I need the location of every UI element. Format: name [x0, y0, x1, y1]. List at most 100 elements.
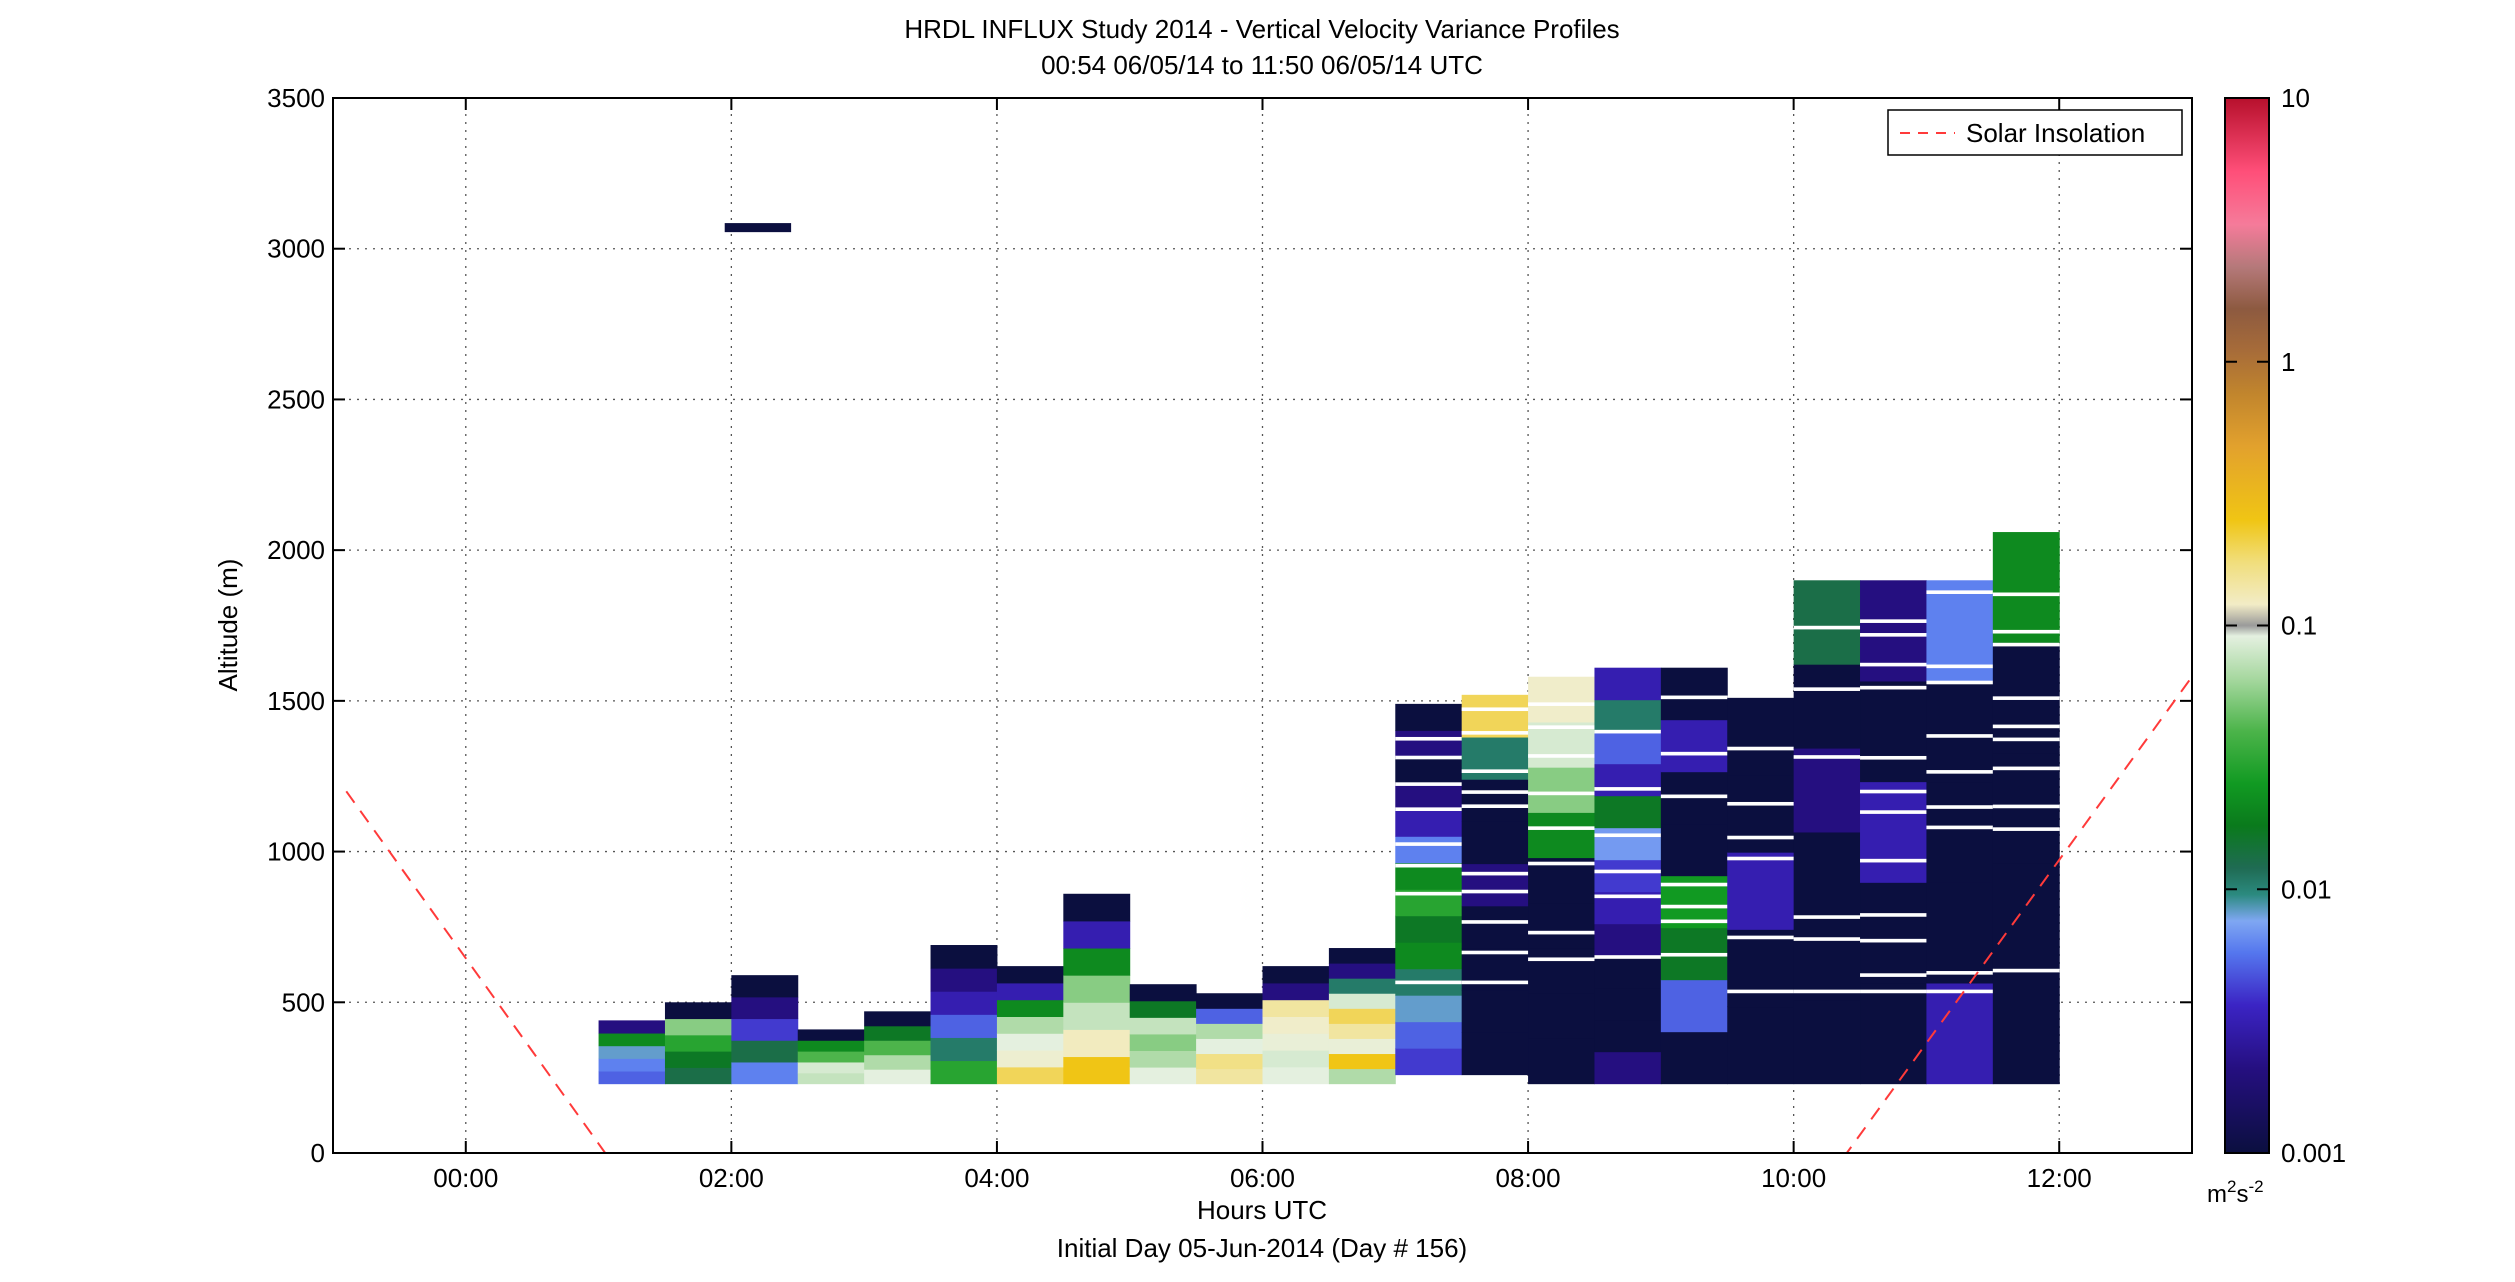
heatmap-gap — [1992, 724, 2060, 729]
heatmap-cell — [598, 1020, 666, 1034]
heatmap-cell — [1129, 1000, 1197, 1018]
heatmap-cell — [1328, 1053, 1396, 1070]
heatmap-gap — [1992, 629, 2060, 634]
heatmap-cell — [1594, 763, 1662, 797]
x-tick-label: 00:00 — [433, 1163, 498, 1193]
heatmap-gap — [1660, 882, 1728, 887]
heatmap-gap — [1727, 835, 1795, 840]
heatmap-cell — [1594, 667, 1662, 701]
heatmap-cell — [1793, 580, 1861, 665]
heatmap-gap — [1860, 913, 1927, 917]
heatmap-cell — [1262, 999, 1330, 1017]
heatmap-cell — [1992, 532, 2060, 643]
heatmap-cell — [598, 1033, 666, 1047]
heatmap-cell — [1129, 1017, 1197, 1035]
heatmap-gap — [1395, 842, 1463, 846]
heatmap-gap — [1461, 920, 1529, 924]
heatmap-cell — [1461, 779, 1529, 822]
heatmap-gap — [1594, 894, 1662, 899]
heatmap-gap — [1926, 989, 1994, 994]
heatmap-gap — [1926, 770, 1994, 774]
heatmap-cell — [1395, 836, 1463, 864]
heatmap-gap — [1727, 801, 1795, 806]
heatmap-cell — [1395, 1048, 1463, 1076]
heatmap-cell — [1992, 973, 2060, 1085]
heatmap-cell — [797, 1051, 865, 1063]
heatmap-cell — [1594, 1019, 1662, 1053]
heatmap-gap — [1528, 725, 1595, 729]
heatmap-cell — [864, 1025, 932, 1041]
heatmap-cell — [1461, 863, 1529, 907]
solar-insolation-line — [345, 676, 2192, 1153]
heatmap-cell — [1727, 852, 1795, 930]
heatmap-cell — [1461, 737, 1529, 780]
heatmap-gap — [1926, 590, 1994, 594]
heatmap-gap — [1860, 685, 1927, 690]
heatmap-gap — [1395, 736, 1463, 741]
heatmap-gap — [1395, 891, 1463, 896]
heatmap-cell — [1262, 1016, 1330, 1034]
heatmap-cell — [1860, 781, 1927, 883]
heatmap-cell — [1660, 667, 1728, 721]
heatmap-cell — [598, 1071, 666, 1085]
heatmap-cell — [1063, 1029, 1131, 1058]
heatmap-cell — [1594, 827, 1662, 861]
heatmap-cell — [1727, 697, 1795, 776]
heatmap-gap — [1528, 861, 1595, 866]
heatmap-cell — [930, 1037, 998, 1062]
heatmap-gap — [1793, 915, 1861, 919]
heatmap-gap — [1926, 825, 1994, 830]
heatmap-cell — [1528, 676, 1595, 723]
heatmap-cell — [797, 1072, 865, 1085]
heatmap-cell — [1196, 1023, 1263, 1039]
heatmap-cell — [1727, 1006, 1795, 1085]
heatmap-cell — [797, 1061, 865, 1074]
heatmap-gap — [1594, 787, 1662, 791]
x-tick-label: 12:00 — [2027, 1163, 2092, 1193]
x-tick-label: 06:00 — [1230, 1163, 1295, 1193]
heatmap-gap — [1926, 664, 1994, 669]
heatmap-gap — [1660, 695, 1728, 700]
heatmap-gap — [1395, 755, 1463, 760]
heatmap-gap — [1793, 755, 1861, 759]
chart-title: HRDL INFLUX Study 2014 - Vertical Veloci… — [904, 14, 1619, 44]
legend-solar-insolation-label: Solar Insolation — [1966, 118, 2145, 148]
heatmap-cell — [930, 1060, 998, 1085]
heatmap-gap — [1528, 930, 1595, 935]
x-tick-label: 02:00 — [699, 1163, 764, 1193]
heatmap-cell — [1461, 990, 1529, 1033]
heatmap-cell — [1461, 1032, 1529, 1076]
heatmap-gap — [1727, 856, 1795, 861]
y-tick-label: 3500 — [267, 83, 325, 113]
heatmap-cell — [996, 1016, 1064, 1034]
heatmap-cell — [1395, 783, 1463, 811]
heatmap-cell — [1461, 694, 1529, 738]
heatmap-cell — [598, 1045, 666, 1059]
heatmap-cell — [1860, 982, 1927, 1085]
heatmap-cell — [1196, 1008, 1263, 1024]
heatmap-cell — [930, 991, 998, 1015]
heatmap-gap — [1860, 662, 1927, 667]
heatmap-gap — [1793, 937, 1861, 941]
heatmap-cell — [996, 1050, 1064, 1068]
heatmap-gap — [1992, 737, 2060, 742]
heatmap-cell — [1594, 955, 1662, 989]
heatmap-cell — [1594, 731, 1662, 765]
heatmap-gap — [1860, 633, 1927, 637]
heatmap-cell — [1594, 1051, 1662, 1085]
heatmap-cell — [1328, 948, 1396, 964]
heatmap-cell — [1528, 948, 1595, 994]
y-axis-label: Altitude (m) — [213, 559, 243, 692]
heatmap-cell — [1129, 1033, 1197, 1052]
heatmap-cell — [731, 996, 799, 1020]
heatmap-cell — [1660, 719, 1728, 773]
heatmap-gap — [1528, 826, 1595, 830]
heatmap-cell — [1129, 1050, 1197, 1068]
heatmap-cell — [1594, 699, 1662, 733]
colorbar-tick-label: 0.1 — [2281, 611, 2317, 641]
heatmap-gap — [1860, 989, 1927, 994]
heatmap-cell — [731, 1018, 799, 1041]
heatmap-gap — [1660, 751, 1728, 756]
heatmap-gap — [1992, 827, 2060, 831]
